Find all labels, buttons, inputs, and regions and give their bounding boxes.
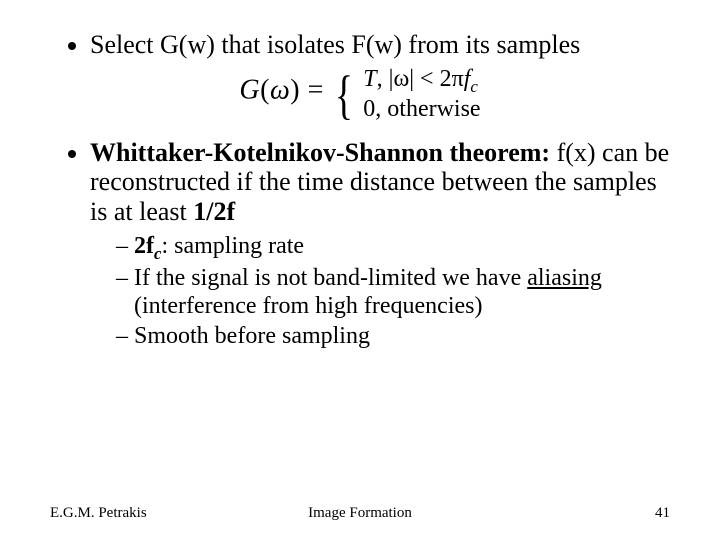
bullet-1-text: Select G(w) that isolates F(w) from its … [90, 30, 580, 59]
sub-list: 2fc: sampling rate If the signal is not … [90, 233, 670, 350]
sub-item-1: 2fc: sampling rate [116, 233, 670, 263]
case-2: 0, otherwise [363, 96, 480, 124]
left-brace: { [335, 68, 353, 122]
sub2-prefix: If the signal is not band-limited we hav… [134, 265, 527, 291]
sub-item-2: If the signal is not band-limited we hav… [116, 265, 670, 320]
case1-cond: , |ω| < 2π [377, 66, 464, 92]
sub1-2f: 2f [134, 233, 154, 259]
eq-G: G [239, 74, 260, 105]
slide: Select G(w) that isolates F(w) from its … [0, 0, 720, 540]
theorem-name: Whittaker-Kotelnikov-Shannon theorem: [90, 138, 550, 167]
sub2-suffix: (interference from high frequencies) [134, 293, 482, 319]
eq-omega: ω [270, 74, 290, 105]
theorem-tail: 1/2f [193, 197, 235, 226]
case-1: T, |ω| < 2πfc [363, 66, 480, 96]
case1-sub: c [470, 77, 477, 96]
equation-lhs: G(ω) = [239, 74, 331, 105]
bullet-2: Whittaker-Kotelnikov-Shannon theorem: f(… [90, 138, 670, 351]
sub3-text: Smooth before sampling [134, 323, 370, 349]
sub2-aliasing: aliasing [527, 265, 602, 291]
case1-T: T [363, 66, 376, 92]
footer: E.G.M. Petrakis Image Formation 41 [50, 505, 670, 522]
sub1-tail: : sampling rate [161, 233, 304, 259]
bullet-1: Select G(w) that isolates F(w) from its … [90, 30, 670, 60]
bullet-list-2: Whittaker-Kotelnikov-Shannon theorem: f(… [50, 138, 670, 351]
case2-text: 0, otherwise [363, 96, 480, 122]
bullet-list: Select G(w) that isolates F(w) from its … [50, 30, 670, 60]
equation-block: G(ω) = { T, |ω| < 2πfc 0, otherwise [50, 66, 670, 124]
equation-cases: T, |ω| < 2πfc 0, otherwise [363, 66, 480, 124]
sub-item-3: Smooth before sampling [116, 323, 670, 351]
footer-title: Image Formation [50, 505, 670, 522]
